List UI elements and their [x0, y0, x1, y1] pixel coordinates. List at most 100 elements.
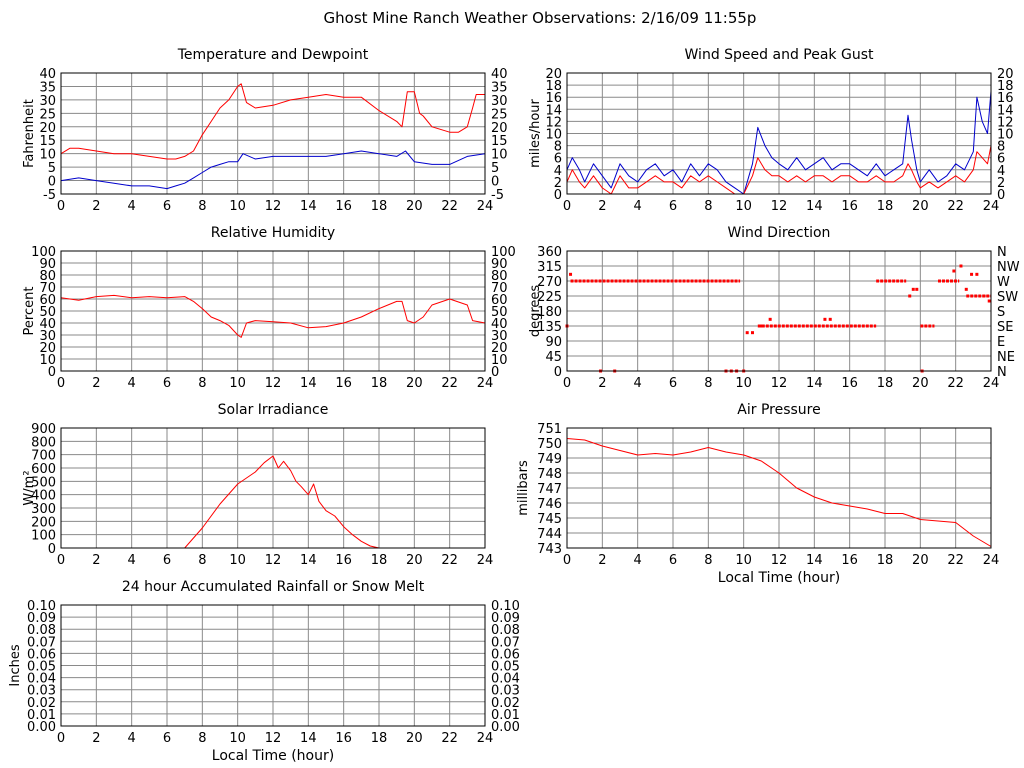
x-tick-label: 14 — [300, 376, 317, 391]
plot-frame — [566, 250, 992, 372]
y-tick-label: 60 — [39, 293, 56, 308]
series-line-1 — [566, 145, 992, 195]
x-tick-label: 24 — [983, 199, 1000, 214]
right-tick-label: 20 — [997, 67, 1014, 82]
y-tick-label: 700 — [31, 449, 56, 464]
x-tick-label: 22 — [441, 376, 458, 391]
y-tick-label: 6 — [554, 152, 562, 167]
data-point — [908, 294, 912, 298]
y-tick-label: 90 — [545, 335, 562, 350]
right-tick-label: 0.00 — [491, 720, 520, 735]
x-tick-label: 12 — [265, 731, 282, 746]
x-tick-label: 8 — [704, 376, 712, 391]
x-tick-label: 20 — [406, 731, 423, 746]
y-tick-label: 15 — [39, 134, 56, 149]
x-tick-label: 6 — [163, 199, 171, 214]
x-tick-label: 18 — [371, 731, 388, 746]
y-tick-label: 40 — [39, 317, 56, 332]
x-tick-label: 0 — [57, 731, 65, 746]
right-tick-label: 40 — [491, 67, 508, 82]
x-tick-label: 22 — [947, 376, 964, 391]
right-tick-label: 10 — [491, 353, 508, 368]
y-tick-label: 0.00 — [27, 720, 56, 735]
x-tick-label: 12 — [265, 376, 282, 391]
x-tick-label: 12 — [771, 553, 788, 568]
x-tick-label: 16 — [841, 199, 858, 214]
right-tick-label: 0.04 — [491, 672, 520, 687]
series-line-1 — [60, 150, 486, 190]
data-point — [759, 324, 763, 328]
right-tick-label: S — [997, 305, 1005, 320]
right-tick-label: N — [997, 245, 1007, 260]
right-tick-label: 0.08 — [491, 623, 520, 638]
right-tick-label: 40 — [491, 317, 508, 332]
x-tick-label: 18 — [371, 199, 388, 214]
x-tick-label: 24 — [477, 553, 494, 568]
x-tick-label: 10 — [229, 376, 246, 391]
data-point — [964, 287, 968, 291]
x-tick-label: 4 — [128, 553, 136, 568]
right-tick-label: 0.05 — [491, 660, 520, 675]
y-tick-label: 0.02 — [27, 696, 56, 711]
x-tick-label: 14 — [806, 553, 823, 568]
y-tick-label: 30 — [39, 94, 56, 109]
x-tick-label: 20 — [912, 376, 929, 391]
x-tick-label: 6 — [669, 199, 677, 214]
y-tick-label: 0.07 — [27, 635, 56, 650]
x-tick-label: 24 — [477, 376, 494, 391]
x-tick-label: 10 — [735, 553, 752, 568]
x-tick-label: 12 — [771, 376, 788, 391]
right-tick-label: 25 — [491, 107, 508, 122]
data-point — [823, 317, 827, 321]
series-line-0 — [566, 91, 992, 195]
x-tick-label: 8 — [704, 553, 712, 568]
x-tick-label: 6 — [669, 376, 677, 391]
x-tick-label: 2 — [598, 553, 606, 568]
y-axis-label: Fahrenheit — [22, 99, 37, 168]
x-tick-label: 16 — [335, 553, 352, 568]
x-tick-label: 24 — [477, 199, 494, 214]
y-tick-label: 0 — [554, 188, 562, 203]
y-tick-label: 225 — [537, 290, 562, 305]
data-point — [987, 299, 991, 303]
series-line-0 — [60, 83, 485, 160]
x-tick-label: 14 — [300, 553, 317, 568]
y-tick-label: 10 — [39, 353, 56, 368]
right-tick-label: 0.06 — [491, 647, 520, 662]
x-tick-label: 6 — [163, 553, 171, 568]
right-tick-label: 60 — [491, 293, 508, 308]
x-tick-label: 0 — [57, 376, 65, 391]
data-point — [745, 331, 749, 335]
data-point — [982, 294, 986, 298]
y-tick-label: 14 — [545, 103, 562, 118]
x-tick-label: 4 — [128, 731, 136, 746]
x-tick-label: 6 — [669, 553, 677, 568]
right-tick-label: 20 — [491, 341, 508, 356]
y-tick-label: 749 — [537, 452, 562, 467]
plot-frame — [60, 427, 486, 549]
y-tick-label: 800 — [31, 435, 56, 450]
x-tick-label: 8 — [198, 731, 206, 746]
x-tick-label: 4 — [634, 199, 642, 214]
y-tick-label: 0.03 — [27, 684, 56, 699]
x-tick-label: 18 — [877, 376, 894, 391]
right-tick-label: NW — [997, 260, 1020, 275]
y-tick-label: 0.04 — [27, 672, 56, 687]
y-axis-label: miles/hour — [528, 98, 543, 167]
x-tick-label: 16 — [335, 199, 352, 214]
data-point — [952, 269, 956, 273]
right-tick-label: 18 — [997, 79, 1014, 94]
x-tick-label: 12 — [265, 553, 282, 568]
chart-title: Relative Humidity — [211, 225, 335, 241]
right-tick-label: 14 — [997, 103, 1014, 118]
y-tick-label: -5 — [43, 188, 56, 203]
x-tick-label: 0 — [57, 553, 65, 568]
x-tick-label: 18 — [877, 199, 894, 214]
data-point — [828, 317, 832, 321]
right-tick-label: 2 — [997, 176, 1005, 191]
right-tick-label: 0.03 — [491, 684, 520, 699]
right-tick-label: 12 — [997, 115, 1014, 130]
right-tick-label: 30 — [491, 329, 508, 344]
